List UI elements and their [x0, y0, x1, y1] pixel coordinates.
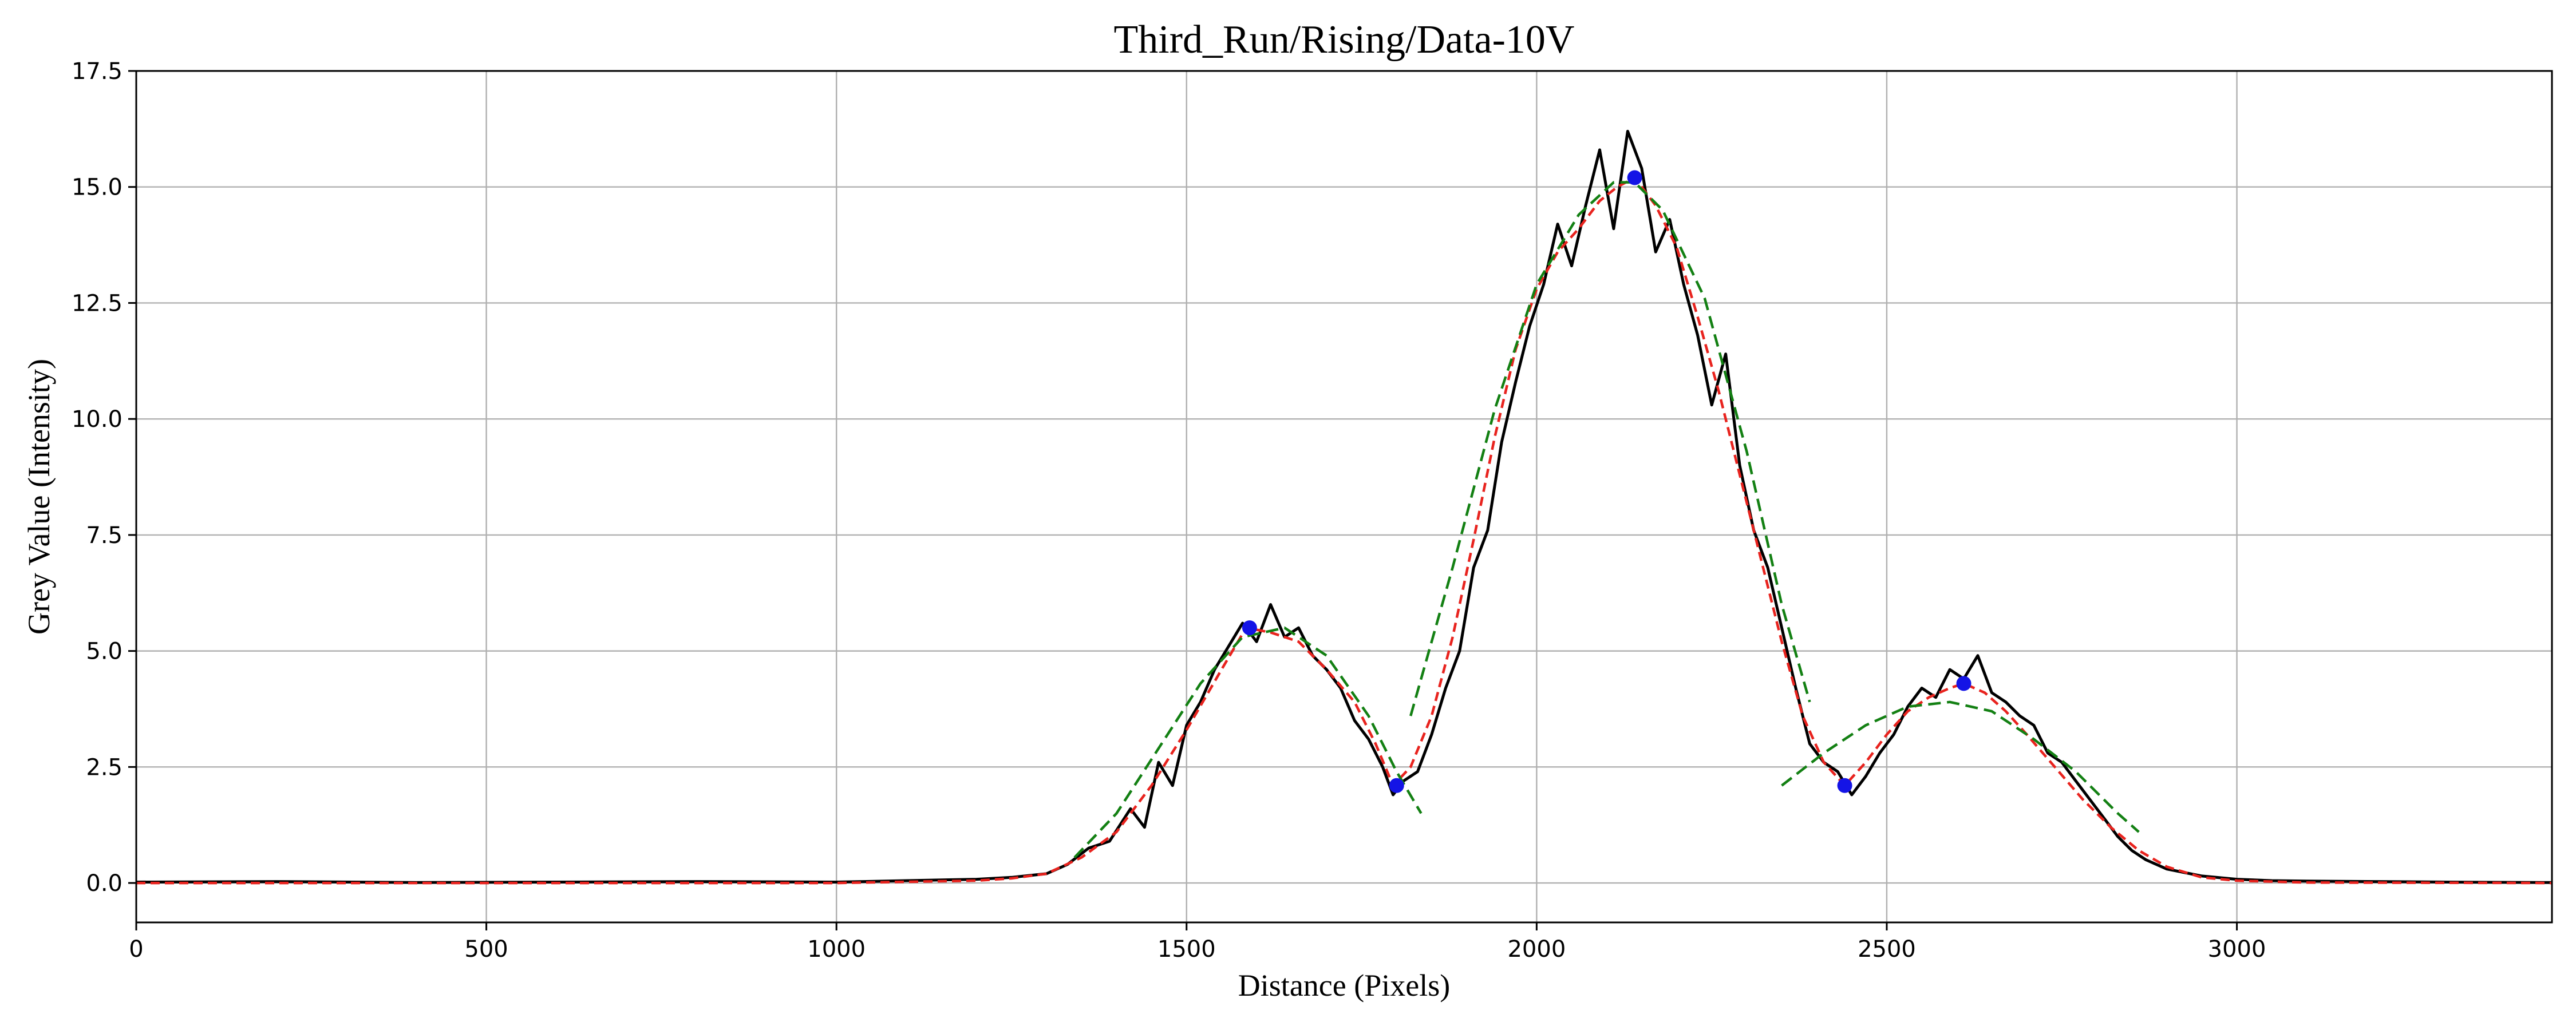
series-layer: [136, 129, 2553, 885]
y-tick-label: 5.0: [86, 639, 123, 665]
fit-series-line: [1073, 626, 1423, 859]
y-tick-label: 17.5: [72, 58, 123, 85]
y-tick-label: 2.5: [86, 754, 123, 781]
y-tick-label: 10.0: [72, 406, 123, 433]
plot-frame: [135, 70, 2553, 924]
grid: [135, 70, 2552, 922]
x-tick-label: 3000: [2208, 936, 2266, 962]
y-tick-label: 12.5: [72, 290, 123, 316]
y-axis-label: Grey Value (Intensity): [22, 359, 56, 635]
markers: [1242, 170, 1971, 793]
y-tick-label: 0.0: [86, 870, 123, 897]
chart-title: Third_Run/Rising/Data-10V: [1114, 18, 1575, 62]
raw-series-line: [136, 129, 2553, 884]
extremum-marker: [1389, 778, 1404, 793]
y-tick-label: 7.5: [86, 522, 123, 549]
ticks: 0 500 1000 1500 2000 2500 3000 0.0 2.5 5.0 7.5 10.0…: [72, 58, 2266, 962]
x-tick-label: 1500: [1157, 936, 1216, 962]
x-tick-label: 1000: [807, 936, 866, 962]
x-tick-label: 2000: [1507, 936, 1566, 962]
x-axis-label: Distance (Pixels): [1238, 968, 1450, 1003]
smoothed-series-line: [136, 176, 2553, 885]
fit-series-line: [1781, 700, 2140, 833]
extremum-marker: [1837, 778, 1852, 793]
x-tick-label: 500: [464, 936, 508, 962]
extremum-marker: [1242, 620, 1257, 636]
extremum-marker: [1956, 676, 1971, 691]
x-tick-label: 2500: [1858, 936, 1916, 962]
x-tick-label: 0: [129, 936, 143, 962]
fit-series-line: [1409, 181, 1811, 716]
y-tick-label: 15.0: [72, 175, 123, 201]
extremum-marker: [1627, 170, 1642, 185]
